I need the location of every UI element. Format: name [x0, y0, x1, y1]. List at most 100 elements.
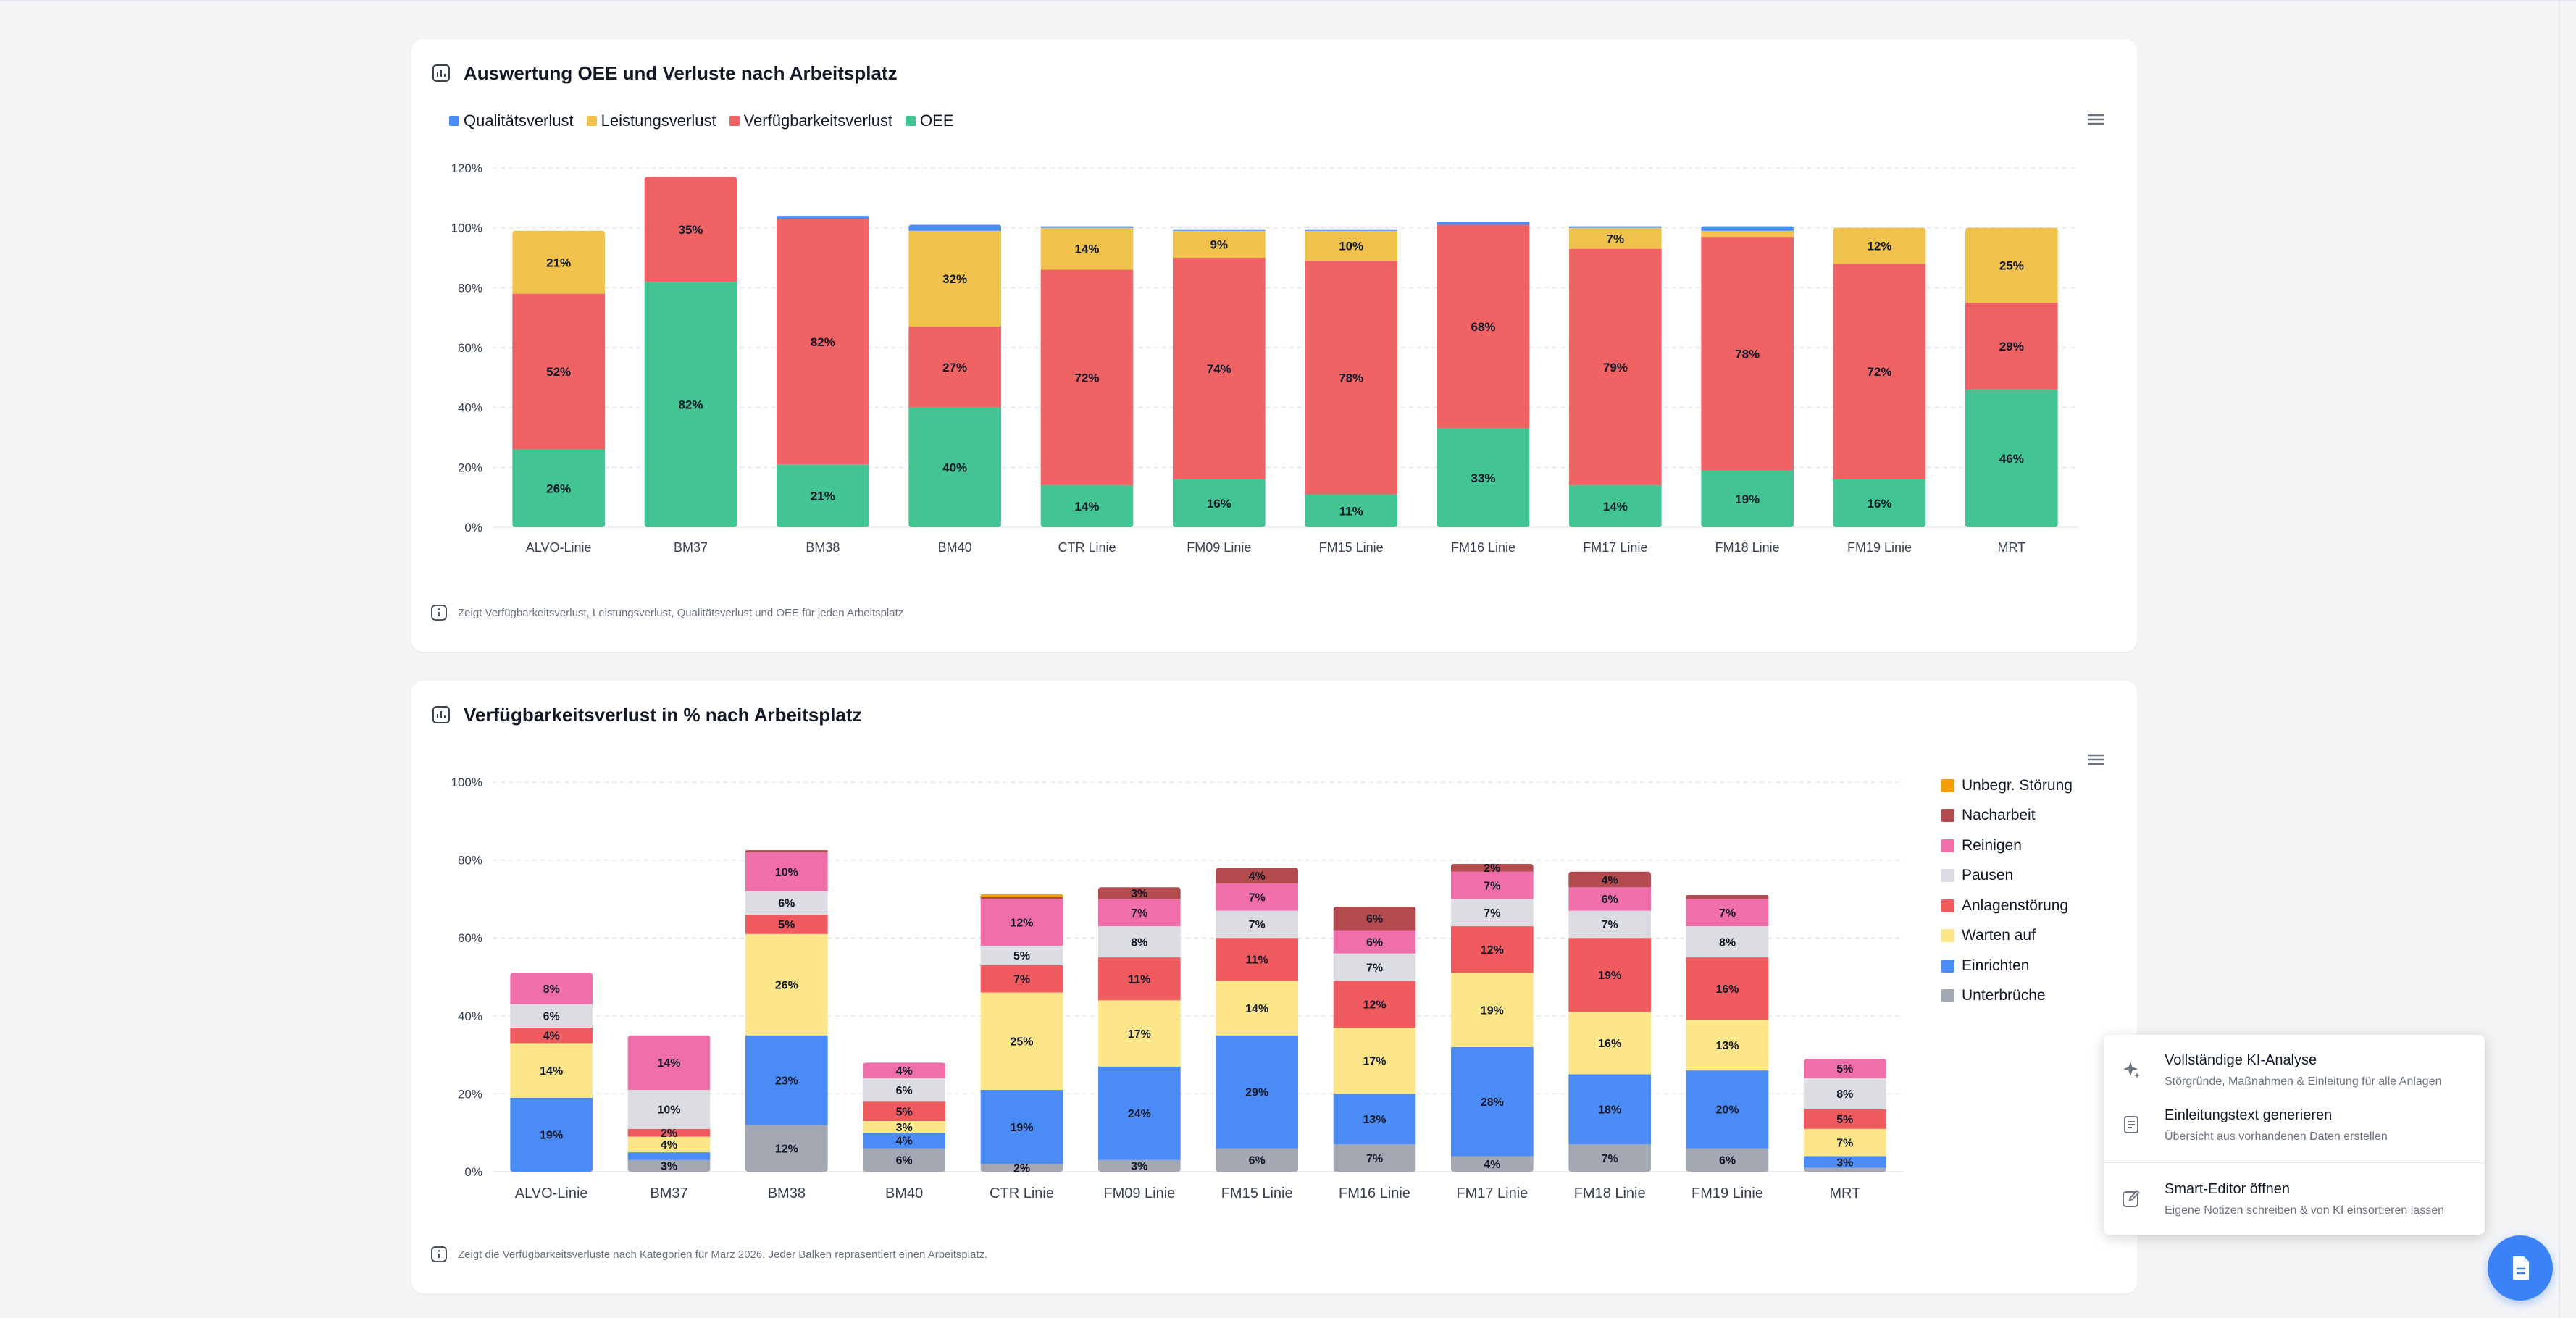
- bar-segment[interactable]: [1333, 907, 1416, 931]
- bar-segment[interactable]: [627, 1035, 711, 1091]
- bar-segment[interactable]: [863, 1133, 945, 1149]
- bar-segment[interactable]: [1568, 910, 1651, 939]
- bar-segment[interactable]: [1686, 1148, 1769, 1172]
- bar-segment[interactable]: [1216, 1035, 1298, 1149]
- bar-segment[interactable]: [1569, 248, 1662, 486]
- bar-segment[interactable]: [512, 293, 605, 450]
- bar-segment[interactable]: [1305, 230, 1397, 261]
- bar-segment[interactable]: [1451, 863, 1534, 872]
- bar-segment[interactable]: [1173, 258, 1266, 479]
- bar-segment[interactable]: [1568, 1074, 1651, 1145]
- bar-segment[interactable]: [863, 1101, 945, 1122]
- bar-segment[interactable]: [908, 407, 1001, 527]
- bar-segment[interactable]: [1040, 226, 1134, 228]
- legend-item[interactable]: Unbegr. Störung: [1941, 771, 2073, 801]
- bar-segment[interactable]: [1569, 227, 1662, 249]
- legend-item[interactable]: Warten auf: [1941, 921, 2073, 952]
- legend-item[interactable]: Unterbrüche: [1941, 981, 2073, 1012]
- hamburger-menu-icon[interactable]: [2085, 752, 2107, 768]
- bar-segment[interactable]: [745, 891, 828, 915]
- bar-segment[interactable]: [777, 216, 869, 219]
- bar-segment[interactable]: [1173, 479, 1266, 527]
- bar-segment[interactable]: [745, 1035, 828, 1125]
- bar-segment[interactable]: [980, 1090, 1063, 1164]
- bar-segment[interactable]: [1098, 899, 1181, 927]
- bar-segment[interactable]: [1451, 926, 1534, 973]
- bar-segment[interactable]: [980, 992, 1063, 1091]
- bar-segment[interactable]: [1451, 899, 1534, 927]
- bar-segment[interactable]: [1804, 1156, 1886, 1168]
- bar-segment[interactable]: [1833, 264, 1926, 479]
- bar-segment[interactable]: [1804, 1078, 1886, 1109]
- bar-segment[interactable]: [1451, 1046, 1534, 1157]
- bar-segment[interactable]: [1451, 871, 1534, 899]
- bar-segment[interactable]: [510, 1097, 593, 1172]
- legend-item[interactable]: Nacharbeit: [1941, 801, 2073, 831]
- bar-segment[interactable]: [1451, 1156, 1534, 1172]
- bar-segment[interactable]: [777, 464, 869, 527]
- bar-segment[interactable]: [1804, 1167, 1886, 1172]
- bar-segment[interactable]: [1173, 230, 1266, 258]
- bar-segment[interactable]: [1216, 981, 1298, 1036]
- bar-segment[interactable]: [863, 1078, 945, 1102]
- bar-segment[interactable]: [1686, 1070, 1769, 1149]
- bar-segment[interactable]: [980, 899, 1063, 946]
- bar-segment[interactable]: [1216, 868, 1298, 883]
- bar-segment[interactable]: [512, 230, 605, 294]
- bar-segment[interactable]: [644, 177, 737, 282]
- bar-segment[interactable]: [512, 449, 605, 527]
- bar-segment[interactable]: [1686, 957, 1769, 1020]
- bar-segment[interactable]: [1569, 226, 1662, 228]
- ai-report-fab[interactable]: [2488, 1235, 2553, 1301]
- bar-segment[interactable]: [1568, 938, 1651, 1012]
- legend-item[interactable]: Anlagenstörung: [1941, 891, 2073, 921]
- bar-segment[interactable]: [1965, 389, 2058, 527]
- bar-segment[interactable]: [1173, 229, 1266, 231]
- bar-segment[interactable]: [510, 973, 593, 1004]
- menu-item-full-ai-analysis[interactable]: Vollständige KI-Analyse Störgründe, Maßn…: [2104, 1044, 2485, 1096]
- bar-segment[interactable]: [1686, 1020, 1769, 1071]
- legend-item[interactable]: Reinigen: [1941, 831, 2073, 861]
- bar-segment[interactable]: [1098, 1066, 1181, 1160]
- bar-segment[interactable]: [627, 1090, 711, 1129]
- legend-item[interactable]: Pausen: [1941, 861, 2073, 891]
- bar-segment[interactable]: [510, 1004, 593, 1028]
- bar-segment[interactable]: [1333, 1094, 1416, 1145]
- legend-item[interactable]: Einrichten: [1941, 951, 2073, 981]
- bar-segment[interactable]: [1804, 1058, 1886, 1078]
- bar-segment[interactable]: [1701, 470, 1794, 527]
- bar-segment[interactable]: [1333, 981, 1416, 1028]
- bar-segment[interactable]: [1437, 428, 1530, 527]
- legend-item[interactable]: Qualitätsverlust: [449, 112, 574, 130]
- bar-segment[interactable]: [1216, 910, 1298, 939]
- bar-segment[interactable]: [863, 1121, 945, 1133]
- bar-segment[interactable]: [510, 1027, 593, 1044]
- hamburger-menu-icon[interactable]: [2085, 112, 2107, 127]
- bar-segment[interactable]: [1305, 261, 1397, 495]
- bar-segment[interactable]: [1451, 973, 1534, 1047]
- bar-segment[interactable]: [1216, 938, 1298, 981]
- bar-segment[interactable]: [1098, 957, 1181, 1001]
- legend-item[interactable]: OEE: [906, 112, 954, 130]
- bar-segment[interactable]: [1333, 953, 1416, 981]
- bar-segment[interactable]: [1216, 883, 1298, 911]
- bar-segment[interactable]: [1305, 494, 1397, 527]
- bar-segment[interactable]: [1333, 1027, 1416, 1094]
- bar-segment[interactable]: [1701, 237, 1794, 471]
- bar-segment[interactable]: [1040, 269, 1134, 486]
- bar-segment[interactable]: [1568, 1012, 1651, 1075]
- bar-segment[interactable]: [980, 945, 1063, 965]
- bar-segment[interactable]: [745, 850, 828, 852]
- bar-segment[interactable]: [1437, 224, 1530, 429]
- bar-segment[interactable]: [1098, 1159, 1181, 1172]
- bar-segment[interactable]: [1305, 229, 1397, 231]
- bar-segment[interactable]: [1569, 485, 1662, 527]
- bar-segment[interactable]: [745, 933, 828, 1036]
- bar-segment[interactable]: [1568, 1144, 1651, 1172]
- bar-segment[interactable]: [1965, 303, 2058, 390]
- bar-segment[interactable]: [1833, 479, 1926, 527]
- bar-segment[interactable]: [1568, 887, 1651, 911]
- bar-segment[interactable]: [627, 1159, 711, 1172]
- bar-segment[interactable]: [1216, 1148, 1298, 1172]
- bar-segment[interactable]: [1686, 926, 1769, 958]
